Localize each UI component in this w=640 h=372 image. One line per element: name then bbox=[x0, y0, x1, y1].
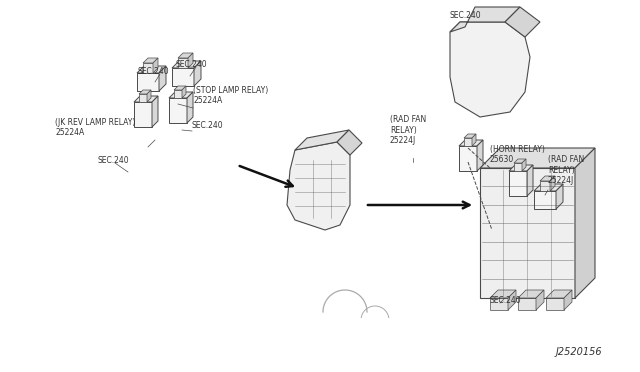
Text: J2520156: J2520156 bbox=[556, 347, 602, 357]
Polygon shape bbox=[137, 73, 159, 91]
Polygon shape bbox=[540, 181, 550, 191]
Polygon shape bbox=[178, 53, 193, 58]
Polygon shape bbox=[188, 53, 193, 68]
Polygon shape bbox=[518, 298, 536, 310]
Polygon shape bbox=[522, 159, 526, 171]
Polygon shape bbox=[178, 58, 188, 68]
Polygon shape bbox=[536, 290, 544, 310]
Polygon shape bbox=[450, 22, 530, 117]
Text: (STOP LAMP RELAY)
25224A: (STOP LAMP RELAY) 25224A bbox=[193, 86, 268, 105]
Polygon shape bbox=[480, 148, 595, 168]
Polygon shape bbox=[139, 94, 147, 102]
Polygon shape bbox=[550, 176, 555, 191]
Polygon shape bbox=[337, 130, 362, 155]
Polygon shape bbox=[464, 134, 476, 138]
Polygon shape bbox=[187, 92, 193, 123]
Polygon shape bbox=[575, 148, 595, 298]
Polygon shape bbox=[194, 61, 201, 86]
Text: SEC.240: SEC.240 bbox=[490, 296, 522, 305]
Polygon shape bbox=[172, 61, 201, 68]
Polygon shape bbox=[134, 96, 158, 102]
Text: SEC.240: SEC.240 bbox=[175, 60, 207, 69]
Polygon shape bbox=[514, 163, 522, 171]
Polygon shape bbox=[564, 290, 572, 310]
Polygon shape bbox=[295, 130, 349, 150]
Polygon shape bbox=[556, 184, 563, 209]
Polygon shape bbox=[174, 90, 182, 98]
Text: SEC.240: SEC.240 bbox=[449, 11, 481, 20]
Text: SEC.240: SEC.240 bbox=[97, 156, 129, 165]
Polygon shape bbox=[459, 140, 483, 146]
Polygon shape bbox=[546, 298, 564, 310]
Polygon shape bbox=[169, 98, 187, 123]
Polygon shape bbox=[477, 140, 483, 171]
Polygon shape bbox=[147, 90, 151, 102]
Text: SEC.240: SEC.240 bbox=[192, 121, 223, 130]
Polygon shape bbox=[152, 96, 158, 127]
Polygon shape bbox=[450, 7, 520, 32]
Polygon shape bbox=[527, 165, 533, 196]
Polygon shape bbox=[509, 165, 533, 171]
Text: (RAD FAN
RELAY)
25224J: (RAD FAN RELAY) 25224J bbox=[390, 115, 426, 145]
Polygon shape bbox=[514, 159, 526, 163]
Text: (HORN RELAY)
25630: (HORN RELAY) 25630 bbox=[490, 145, 545, 164]
Polygon shape bbox=[480, 168, 575, 298]
Polygon shape bbox=[534, 184, 563, 191]
Polygon shape bbox=[143, 63, 153, 73]
Polygon shape bbox=[546, 290, 572, 298]
Polygon shape bbox=[540, 176, 555, 181]
Polygon shape bbox=[534, 191, 556, 209]
Polygon shape bbox=[490, 290, 516, 298]
Polygon shape bbox=[139, 90, 151, 94]
Polygon shape bbox=[464, 138, 472, 146]
Text: (JK REV LAMP RELAY)
25224A: (JK REV LAMP RELAY) 25224A bbox=[55, 118, 136, 137]
Polygon shape bbox=[169, 92, 193, 98]
Polygon shape bbox=[174, 86, 186, 90]
Polygon shape bbox=[459, 146, 477, 171]
Polygon shape bbox=[182, 86, 186, 98]
Polygon shape bbox=[472, 134, 476, 146]
Text: (RAD FAN
RELAY)
25224J: (RAD FAN RELAY) 25224J bbox=[548, 155, 584, 185]
Polygon shape bbox=[172, 68, 194, 86]
Polygon shape bbox=[143, 58, 158, 63]
Polygon shape bbox=[153, 58, 158, 73]
Polygon shape bbox=[134, 102, 152, 127]
Polygon shape bbox=[509, 171, 527, 196]
Polygon shape bbox=[137, 66, 166, 73]
Polygon shape bbox=[287, 142, 350, 230]
Text: SEC.240: SEC.240 bbox=[138, 67, 170, 76]
Polygon shape bbox=[159, 66, 166, 91]
Polygon shape bbox=[505, 7, 540, 37]
Polygon shape bbox=[490, 298, 508, 310]
Polygon shape bbox=[518, 290, 544, 298]
Polygon shape bbox=[508, 290, 516, 310]
